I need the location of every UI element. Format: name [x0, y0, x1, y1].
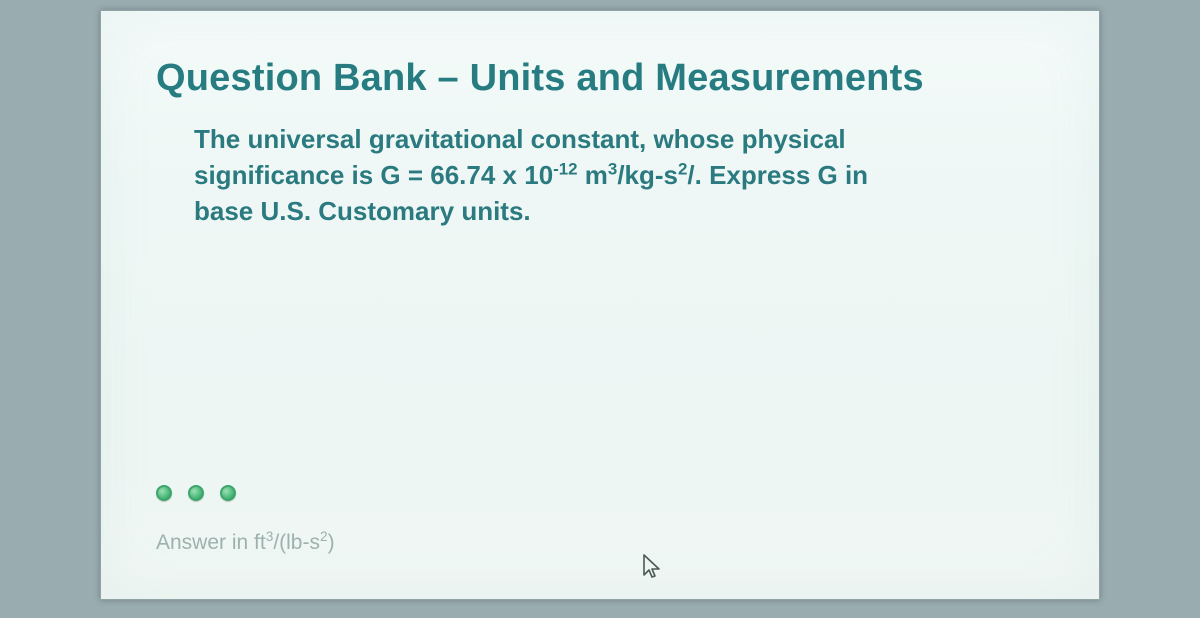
answer-mid: /(lb-s: [273, 531, 320, 554]
control-next-button[interactable]: [220, 485, 236, 501]
problem-line-1: The universal gravitational constant, wh…: [194, 124, 846, 154]
problem-line-2b: m: [578, 160, 608, 190]
problem-line-3: base U.S. Customary units.: [194, 196, 531, 226]
answer-sup-s2: 2: [320, 529, 328, 544]
problem-statement: The universal gravitational constant, wh…: [194, 122, 1024, 230]
control-play-wrap: [188, 485, 204, 501]
problem-line-2d: /. Express G in: [687, 160, 868, 190]
answer-prefix: Answer in ft: [156, 531, 266, 554]
control-next-wrap: [220, 485, 236, 501]
control-play-button[interactable]: [188, 485, 204, 501]
slide-card: Question Bank – Units and Measurements T…: [100, 10, 1100, 600]
problem-line-2a: significance is G = 66.74 x 10: [194, 160, 553, 190]
cursor-icon: [641, 553, 663, 581]
slide-title: Question Bank – Units and Measurements: [156, 57, 1044, 100]
answer-suffix: ): [328, 531, 335, 554]
exp-neg12: -12: [553, 159, 577, 178]
control-prev-wrap: [156, 485, 172, 501]
answer-units-label: Answer in ft3/(lb-s2): [156, 531, 335, 555]
exp-m3: 3: [608, 159, 617, 178]
problem-line-2c: /kg-s: [617, 160, 678, 190]
exp-s2: 2: [678, 159, 687, 178]
media-controls: [156, 485, 236, 501]
control-prev-button[interactable]: [156, 485, 172, 501]
